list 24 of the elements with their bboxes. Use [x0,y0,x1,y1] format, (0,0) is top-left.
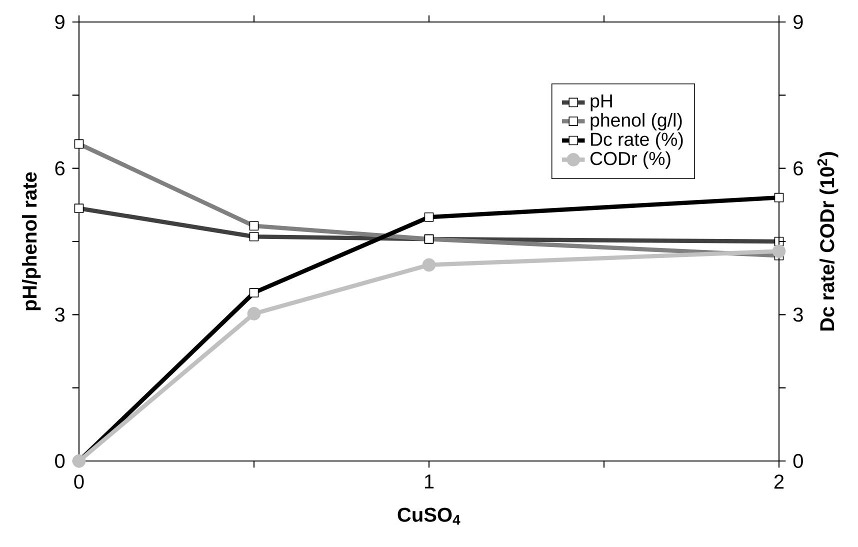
point [249,288,259,298]
y-tick-label: 6 [55,161,65,176]
point [774,192,784,202]
legend-label: pH [590,94,612,112]
point [772,244,786,258]
legend-label: CODr (%) [590,151,670,169]
y-axis-title: pH/phenol rate [22,172,41,310]
x-tick-label: 0 [74,474,84,489]
legend-label: Dc rate (%) [591,132,683,150]
y-tick-label: 0 [55,454,65,468]
legend-label: phenol (g/l) [590,113,682,130]
point [422,258,436,272]
y2-tick-label: 6 [794,161,803,176]
x-axis-title: CuSO$_{4}$ [398,508,460,525]
y-tick-label: 3 [55,308,65,322]
point [424,212,434,222]
y2-tick-label: 3 [793,308,803,322]
y2-tick-label: 9 [794,14,803,30]
y2-tick-label: 0 [793,454,803,468]
x-tick-label: 2 [774,474,784,489]
y-tick-label: 9 [55,14,64,30]
point [247,307,261,320]
y2-axis-title: Dc rate/ CODr (10$^{2}$) [817,152,838,331]
x-tick-label: 1 [424,474,434,488]
